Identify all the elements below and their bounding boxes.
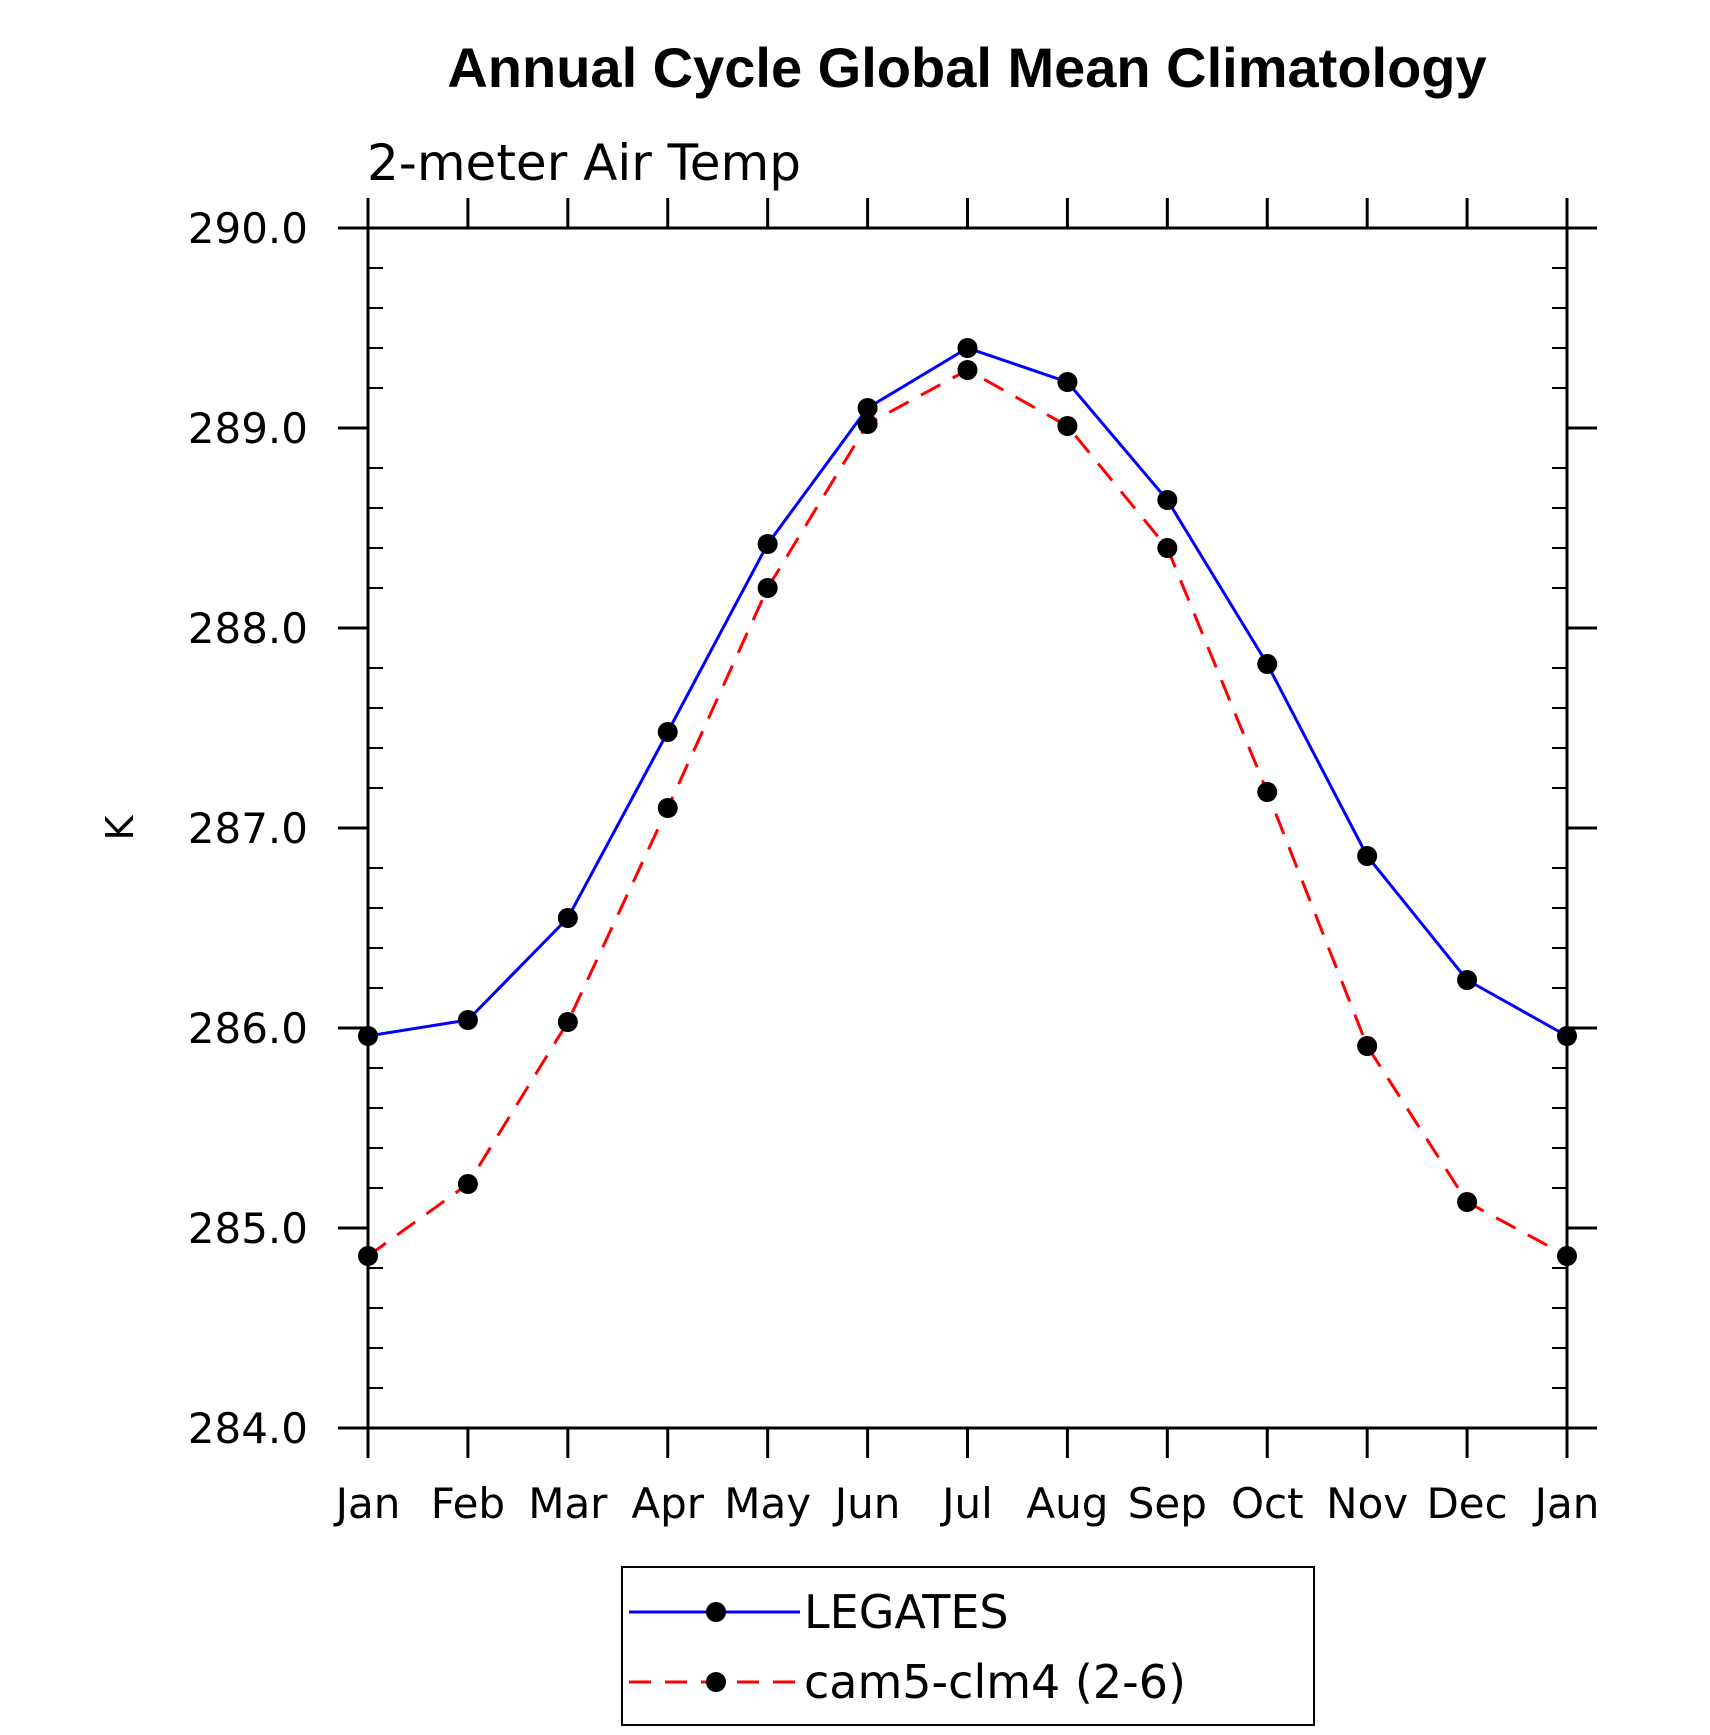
data-point-series-1 (857, 414, 878, 434)
data-point-series-1 (657, 798, 678, 818)
data-point-series-1 (1557, 1246, 1577, 1266)
x-tick-label: Apr (631, 1479, 704, 1528)
x-tick-label: Sep (1128, 1479, 1207, 1528)
y-tick-label: 290.0 (188, 204, 308, 253)
legend-label-cam5: cam5-clm4 (2-6) (804, 1655, 1186, 1709)
data-point-series-0 (1257, 654, 1278, 674)
y-tick-label: 285.0 (188, 1204, 308, 1253)
x-tick-label: Jul (939, 1479, 993, 1528)
x-tick-label: Feb (431, 1479, 505, 1528)
legend-marker-cam5 (706, 1672, 726, 1692)
data-point-series-1 (1357, 1036, 1378, 1056)
data-point-series-0 (757, 534, 778, 554)
y-tick-label: 286.0 (188, 1004, 308, 1053)
series-line-1 (367, 368, 1568, 1258)
data-point-series-0 (957, 338, 978, 358)
data-point-series-1 (358, 1246, 378, 1266)
chart-title: Annual Cycle Global Mean Climatology (447, 36, 1486, 99)
y-tick-labels: 284.0 285.0 286.0 287.0 288.0 289.0 290.0 (188, 204, 308, 1453)
data-point-series-0 (1157, 490, 1178, 510)
x-tick-label: Nov (1326, 1479, 1408, 1528)
axis-ticks (338, 198, 1597, 1458)
x-tick-label: Aug (1026, 1479, 1108, 1528)
x-tick-labels: Jan Feb Mar Apr May Jun Jul Aug Sep Oct Nov Dec Jan (333, 1479, 1600, 1528)
data-point-series-0 (1557, 1026, 1577, 1046)
y-axis-label: K (98, 814, 142, 840)
data-point-series-0 (457, 1010, 478, 1030)
data-point-series-0 (557, 908, 578, 928)
data-point-series-1 (1057, 416, 1078, 436)
legend-box (621, 1566, 1315, 1726)
x-tick-label: Jan (1532, 1479, 1600, 1528)
data-point-series-0 (657, 722, 678, 742)
x-tick-label: May (724, 1479, 811, 1528)
data-point-series-1 (1257, 782, 1278, 802)
x-tick-label: Oct (1231, 1479, 1304, 1528)
x-tick-label: Jun (832, 1479, 901, 1528)
series-layer (358, 338, 1577, 1266)
y-tick-label: 287.0 (188, 804, 308, 853)
data-point-series-0 (1057, 372, 1078, 392)
data-point-series-0 (358, 1026, 378, 1046)
y-tick-label: 289.0 (188, 404, 308, 453)
legend-marker-legates (706, 1602, 726, 1622)
data-point-series-1 (757, 578, 778, 598)
legend: LEGATES cam5-clm4 (2-6) (621, 1566, 1315, 1726)
data-point-series-1 (1157, 538, 1178, 558)
data-point-series-0 (1357, 846, 1378, 866)
data-point-series-1 (1457, 1192, 1478, 1212)
x-tick-label: Jan (333, 1479, 401, 1528)
data-point-series-0 (857, 398, 878, 418)
y-tick-label: 284.0 (188, 1404, 308, 1453)
data-point-series-1 (557, 1012, 578, 1032)
plot-frame (366, 226, 1569, 1430)
data-point-series-1 (457, 1174, 478, 1194)
series-line-0 (367, 346, 1568, 1038)
data-point-series-1 (957, 360, 978, 380)
x-tick-label: Dec (1426, 1479, 1507, 1528)
x-tick-label: Mar (528, 1479, 608, 1528)
y-tick-label: 288.0 (188, 604, 308, 653)
legend-label-legates: LEGATES (804, 1585, 1009, 1639)
chart-subtitle: 2-meter Air Temp (367, 134, 801, 192)
data-point-series-0 (1457, 970, 1478, 990)
